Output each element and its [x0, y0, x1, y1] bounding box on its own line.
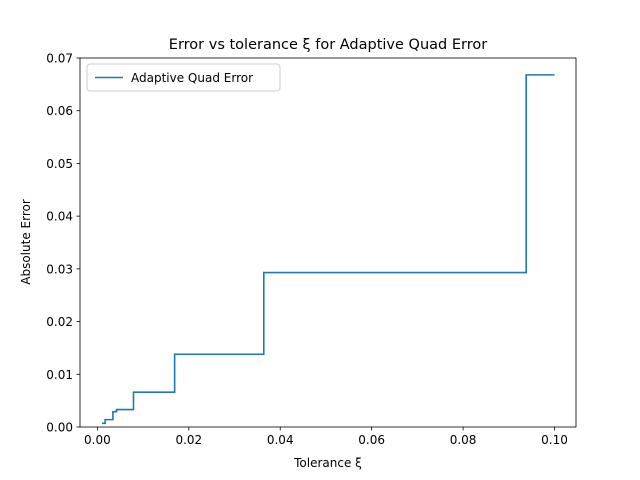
x-tick-label: 0.00: [84, 433, 111, 447]
y-tick-label: 0.01: [46, 368, 73, 382]
x-tick-label: 0.04: [267, 433, 294, 447]
x-axis-label: Tolerance ξ: [293, 456, 362, 470]
y-tick-label: 0.00: [46, 421, 73, 435]
x-tick-label: 0.08: [450, 433, 477, 447]
x-tick-label: 0.06: [358, 433, 385, 447]
y-tick-label: 0.07: [46, 52, 73, 66]
y-tick-label: 0.05: [46, 157, 73, 171]
y-axis-label: Absolute Error: [19, 199, 33, 285]
series-line-0: [101, 74, 555, 425]
chart-title: Error vs tolerance ξ for Adaptive Quad E…: [169, 37, 487, 53]
axes: 0.00 0.02 0.04 0.06 0.08 0.10 0.00 0.01 0.02 0.03…: [46, 52, 577, 447]
y-tick-label: 0.02: [46, 315, 73, 329]
y-tick-label: 0.03: [46, 262, 73, 276]
x-tick-label: 0.10: [541, 433, 568, 447]
legend-entry-label: Adaptive Quad Error: [131, 71, 253, 85]
y-tick-label: 0.06: [46, 104, 73, 118]
y-tick-label: 0.04: [46, 210, 73, 224]
plot-area: [101, 74, 555, 425]
x-tick-label: 0.02: [175, 433, 202, 447]
legend: Adaptive Quad Error: [86, 63, 281, 92]
axes-frame: [79, 57, 577, 428]
legend-box: [86, 63, 281, 92]
